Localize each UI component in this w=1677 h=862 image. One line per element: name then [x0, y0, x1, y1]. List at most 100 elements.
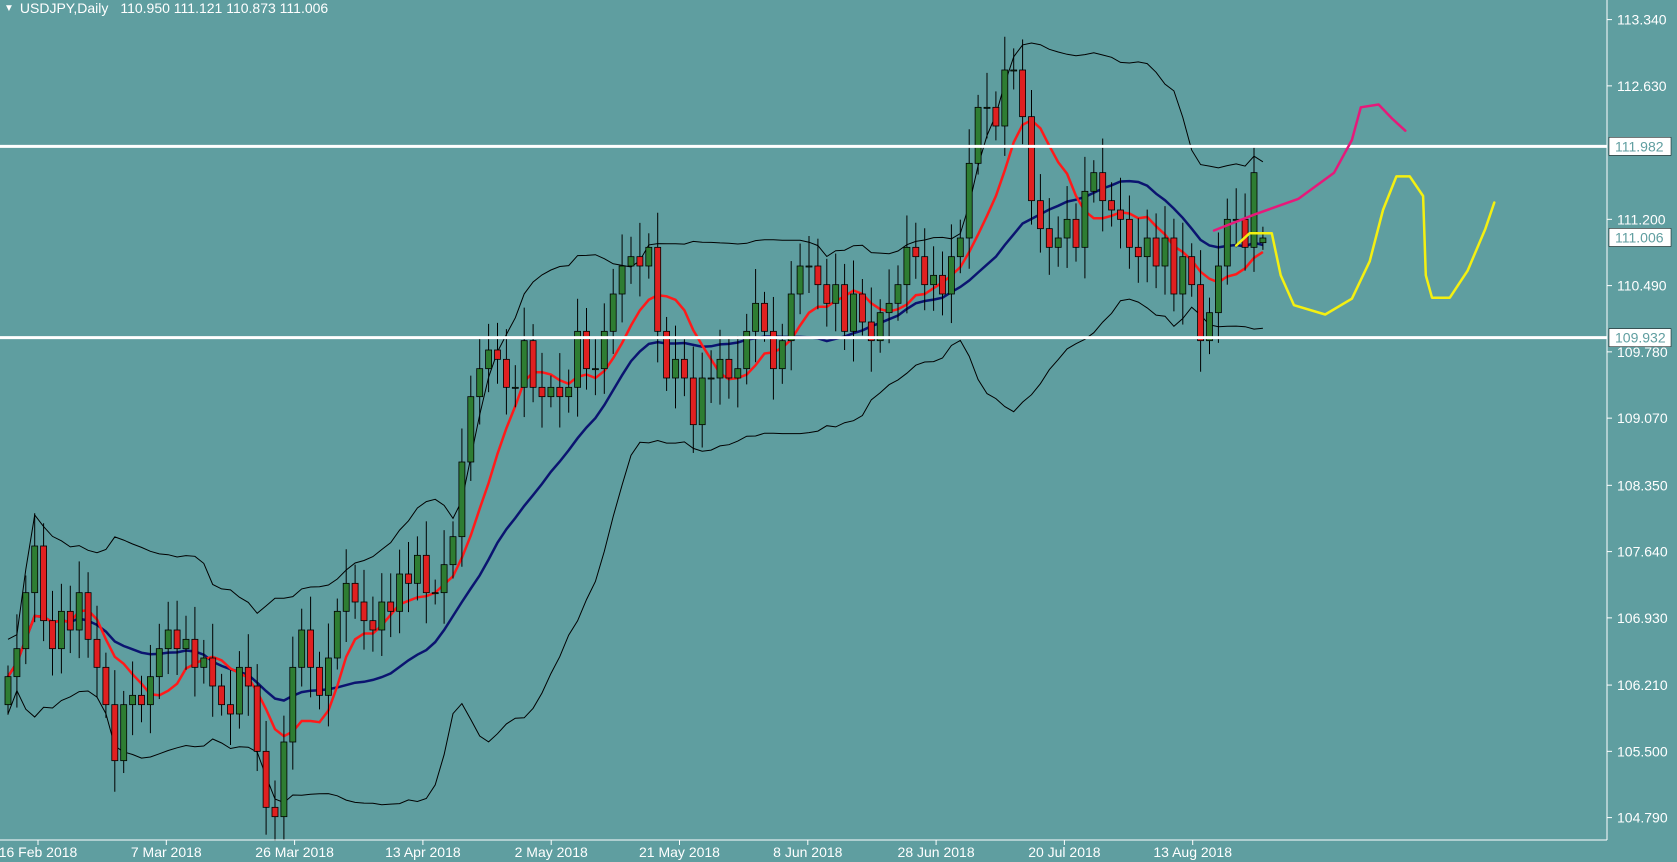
candle[interactable]: [1028, 90, 1035, 225]
candle[interactable]: [218, 673, 226, 716]
candle[interactable]: [31, 513, 39, 623]
candle[interactable]: [770, 296, 777, 400]
candle[interactable]: [396, 549, 404, 634]
candle[interactable]: [209, 623, 217, 717]
candle[interactable]: [102, 652, 110, 718]
candle[interactable]: [1223, 198, 1231, 285]
candle[interactable]: [1090, 160, 1098, 203]
candle[interactable]: [173, 600, 181, 675]
candle[interactable]: [494, 322, 501, 384]
candle[interactable]: [850, 260, 857, 362]
candle[interactable]: [1232, 188, 1240, 248]
candle[interactable]: [227, 670, 234, 745]
candle[interactable]: [965, 129, 973, 269]
candle[interactable]: [885, 269, 893, 344]
candle[interactable]: [200, 639, 208, 684]
candle[interactable]: [1045, 198, 1053, 275]
candle[interactable]: [1161, 206, 1169, 295]
candle[interactable]: [155, 623, 163, 700]
candle[interactable]: [1152, 213, 1160, 289]
candle[interactable]: [1241, 193, 1249, 271]
candle[interactable]: [734, 335, 742, 408]
candle[interactable]: [191, 606, 199, 697]
candle[interactable]: [138, 675, 145, 723]
candle[interactable]: [1108, 182, 1115, 227]
candle[interactable]: [832, 253, 840, 332]
candle[interactable]: [600, 303, 608, 394]
candle[interactable]: [867, 287, 875, 372]
candle[interactable]: [467, 375, 475, 481]
yellow-projection-drawing[interactable]: [1234, 175, 1496, 316]
candle[interactable]: [876, 299, 884, 353]
candle[interactable]: [84, 572, 92, 658]
candle[interactable]: [547, 375, 555, 408]
candle[interactable]: [1037, 174, 1044, 253]
candle[interactable]: [841, 263, 848, 350]
candle[interactable]: [1072, 203, 1080, 262]
candle[interactable]: [654, 212, 662, 363]
candle[interactable]: [289, 636, 297, 770]
candle[interactable]: [316, 651, 323, 710]
candle[interactable]: [378, 573, 386, 656]
candle[interactable]: [698, 352, 706, 448]
freehand-drawings[interactable]: [1212, 103, 1496, 316]
candle[interactable]: [413, 536, 421, 601]
candle[interactable]: [1134, 218, 1142, 283]
candle[interactable]: [583, 308, 590, 390]
candle[interactable]: [1215, 232, 1222, 343]
candle[interactable]: [814, 238, 822, 310]
candle[interactable]: [823, 258, 831, 327]
candle[interactable]: [253, 664, 261, 772]
candle[interactable]: [618, 234, 626, 323]
candle[interactable]: [1099, 138, 1107, 232]
candle[interactable]: [262, 720, 270, 835]
candle[interactable]: [1188, 243, 1196, 297]
candle[interactable]: [1117, 177, 1124, 249]
candle[interactable]: [244, 634, 252, 716]
candle[interactable]: [752, 269, 759, 363]
candle[interactable]: [129, 661, 137, 736]
candle[interactable]: [422, 521, 430, 624]
candle[interactable]: [627, 236, 635, 284]
candle[interactable]: [360, 569, 368, 650]
candle[interactable]: [342, 549, 350, 643]
candle[interactable]: [529, 324, 537, 403]
candle[interactable]: [520, 307, 528, 418]
candle[interactable]: [49, 590, 56, 676]
candle[interactable]: [707, 350, 715, 403]
candle[interactable]: [40, 523, 47, 642]
candlesticks[interactable]: [4, 36, 1267, 841]
candle[interactable]: [983, 72, 991, 139]
candle[interactable]: [502, 329, 510, 415]
candle[interactable]: [120, 690, 128, 774]
candle[interactable]: [405, 541, 412, 613]
candle[interactable]: [1179, 222, 1187, 325]
candle[interactable]: [796, 243, 804, 315]
collapse-triangle-icon[interactable]: ▼: [4, 2, 14, 14]
candle[interactable]: [271, 780, 279, 841]
candle[interactable]: [146, 644, 154, 734]
candle[interactable]: [93, 605, 101, 698]
candle[interactable]: [903, 215, 911, 314]
candle[interactable]: [13, 614, 21, 708]
candle[interactable]: [449, 521, 457, 579]
candle[interactable]: [485, 323, 493, 393]
candle[interactable]: [511, 365, 519, 408]
candle[interactable]: [431, 579, 439, 605]
candle[interactable]: [307, 596, 315, 698]
candle[interactable]: [66, 585, 74, 654]
candle[interactable]: [778, 323, 786, 384]
candle[interactable]: [992, 91, 1000, 141]
candle[interactable]: [111, 670, 119, 792]
candle[interactable]: [592, 339, 599, 396]
candle[interactable]: [894, 265, 902, 321]
candle[interactable]: [538, 352, 546, 428]
candle[interactable]: [859, 279, 866, 336]
candle[interactable]: [458, 428, 466, 567]
candle[interactable]: [1259, 226, 1267, 250]
candle[interactable]: [351, 564, 359, 619]
candle[interactable]: [280, 715, 288, 841]
candle[interactable]: [440, 530, 448, 624]
candle[interactable]: [298, 608, 306, 687]
